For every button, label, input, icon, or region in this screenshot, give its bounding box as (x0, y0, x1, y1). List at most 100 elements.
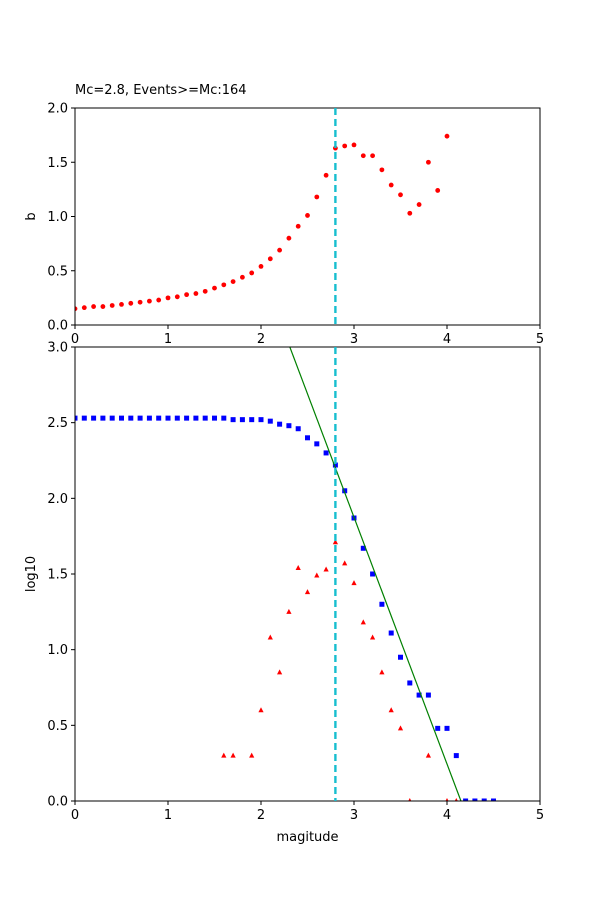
top-point (314, 194, 320, 200)
top-point (444, 133, 450, 139)
bottom-triangle-point (445, 798, 449, 801)
top-x-tick-label: 1 (164, 332, 172, 347)
top-point (147, 298, 152, 304)
top-point (360, 153, 366, 159)
bottom-x-ticks: 0 1 2 3 4 5 (71, 801, 544, 823)
top-x-tick-label: 4 (443, 332, 451, 347)
bottom-triangle-point (379, 669, 385, 675)
bottom-triangle-point (267, 634, 273, 640)
top-x-tick-label: 5 (536, 332, 544, 347)
bottom-y-tick-label: 1.0 (47, 643, 68, 658)
top-point (342, 143, 348, 149)
bottom-x-tick-label: 3 (350, 808, 358, 823)
top-point (202, 288, 208, 294)
top-y-tick-label: 1.0 (47, 210, 68, 225)
top-point (165, 295, 171, 301)
top-point (435, 188, 441, 193)
top-point (258, 264, 264, 269)
top-point (416, 202, 422, 207)
bottom-square-point (91, 415, 97, 421)
bottom-marks (75, 347, 496, 801)
bottom-x-axis-label: magitude (276, 830, 338, 845)
bottom-square-point (332, 462, 338, 468)
bottom-square-point (258, 417, 264, 423)
bottom-square-point (267, 418, 273, 424)
bottom-square-point (370, 571, 376, 577)
top-y-ticks: 0.0 0.5 1.0 1.5 2.0 (47, 102, 75, 334)
top-y-tick-label: 1.5 (47, 156, 68, 171)
bottom-triangle-point (397, 725, 404, 731)
bottom-square-point (435, 725, 441, 731)
top-x-ticks: 0 1 2 3 4 5 (71, 325, 544, 347)
top-marks (75, 133, 450, 312)
top-point (119, 301, 124, 307)
top-point (426, 159, 431, 165)
bottom-square-point (137, 415, 143, 421)
bottom-square-point (305, 435, 310, 441)
top-point (407, 210, 413, 216)
bottom-triangle-point (454, 798, 458, 801)
bottom-triangle-point (332, 539, 338, 545)
bottom-square-point (463, 798, 469, 801)
top-point (240, 274, 245, 280)
bottom-square-point (286, 423, 292, 429)
bottom-y-tick-label: 0.0 (47, 795, 68, 810)
bottom-y-ticks: 0.0 0.5 1.0 1.5 2.0 2.5 3.0 (47, 341, 75, 810)
top-point (184, 292, 190, 298)
bottom-square-point (425, 692, 431, 698)
bottom-triangle-point (408, 798, 412, 801)
bottom-y-tick-label: 3.0 (47, 341, 68, 356)
top-point (398, 192, 403, 198)
top-point (81, 305, 87, 311)
bottom-square-point (184, 415, 190, 421)
bottom-square-point (388, 630, 394, 636)
top-point (156, 297, 162, 303)
bottom-triangle-point (342, 560, 348, 566)
bottom-y-axis-label: log10 (24, 556, 39, 592)
bottom-triangle-point (351, 580, 357, 586)
bottom-square-point (407, 680, 413, 686)
bottom-square-point (146, 415, 152, 421)
top-point (388, 182, 394, 188)
bottom-square-point (81, 415, 87, 421)
top-point (286, 235, 292, 241)
bottom-y-tick-label: 2.5 (47, 416, 68, 431)
bottom-square-point (295, 426, 301, 432)
top-point (91, 304, 96, 309)
bottom-triangle-point (314, 572, 320, 578)
bottom-square-point (453, 753, 459, 759)
frequency-magnitude-panel: log10 magitude 0 1 2 3 4 5 0.0 0.5 1.0 1.5 2.0 2.5… (24, 341, 544, 846)
bottom-square-point (416, 692, 422, 698)
bottom-square-point (398, 654, 403, 660)
bottom-triangle-point (295, 564, 301, 570)
bottom-square-point (444, 725, 450, 731)
bottom-square-point (174, 415, 180, 421)
bottom-square-point (202, 415, 208, 421)
bottom-x-tick-label: 2 (257, 808, 265, 823)
bottom-x-tick-label: 5 (536, 808, 544, 823)
bottom-square-point (221, 415, 227, 421)
bottom-square-point (314, 441, 320, 447)
bottom-plot-frame (74, 346, 541, 802)
top-x-tick-label: 2 (257, 332, 265, 347)
bottom-square-point (212, 415, 217, 421)
bottom-square-point (249, 417, 255, 423)
top-point (128, 300, 134, 306)
bottom-triangle-point (304, 589, 311, 595)
top-point (370, 153, 375, 159)
bottom-x-tick-label: 4 (443, 808, 451, 823)
top-point (379, 167, 385, 173)
bottom-square-point (100, 415, 106, 421)
bottom-y-tick-label: 2.0 (47, 492, 68, 507)
top-y-axis-label: b (24, 212, 39, 220)
bottom-square-point (75, 415, 78, 421)
bottom-triangle-point (425, 752, 431, 758)
top-point (193, 291, 199, 296)
top-point (174, 294, 180, 300)
b-value-panel: Mc=2.8, Events>=Mc:164 b 0 1 2 3 4 5 0.0 0.5 1.… (24, 83, 544, 347)
bottom-square-point (119, 415, 124, 421)
bottom-square-point (481, 798, 487, 801)
top-x-tick-label: 0 (71, 332, 79, 347)
bottom-triangle-point (258, 707, 264, 713)
